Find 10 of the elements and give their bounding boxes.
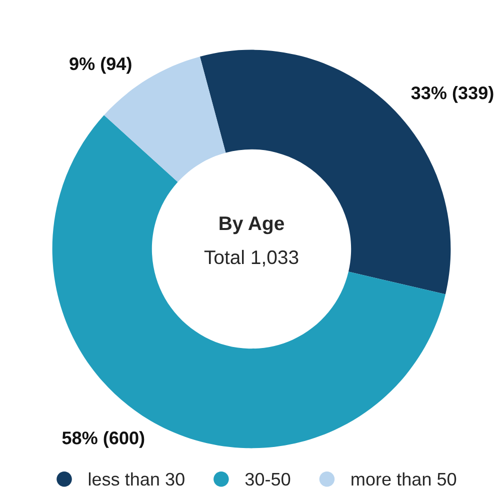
donut-slice	[200, 50, 451, 294]
data-label: 58% (600)	[62, 431, 144, 448]
legend-label: 30-50	[245, 472, 290, 486]
data-label: 33% (339)	[411, 86, 494, 103]
legend-label: more than 50	[352, 472, 456, 486]
legend-label: less than 30	[88, 472, 184, 486]
donut-slice	[52, 115, 446, 448]
data-label: 9% (94)	[70, 56, 132, 74]
text: By Age	[220, 216, 284, 234]
text: Total 1,033	[204, 250, 298, 266]
